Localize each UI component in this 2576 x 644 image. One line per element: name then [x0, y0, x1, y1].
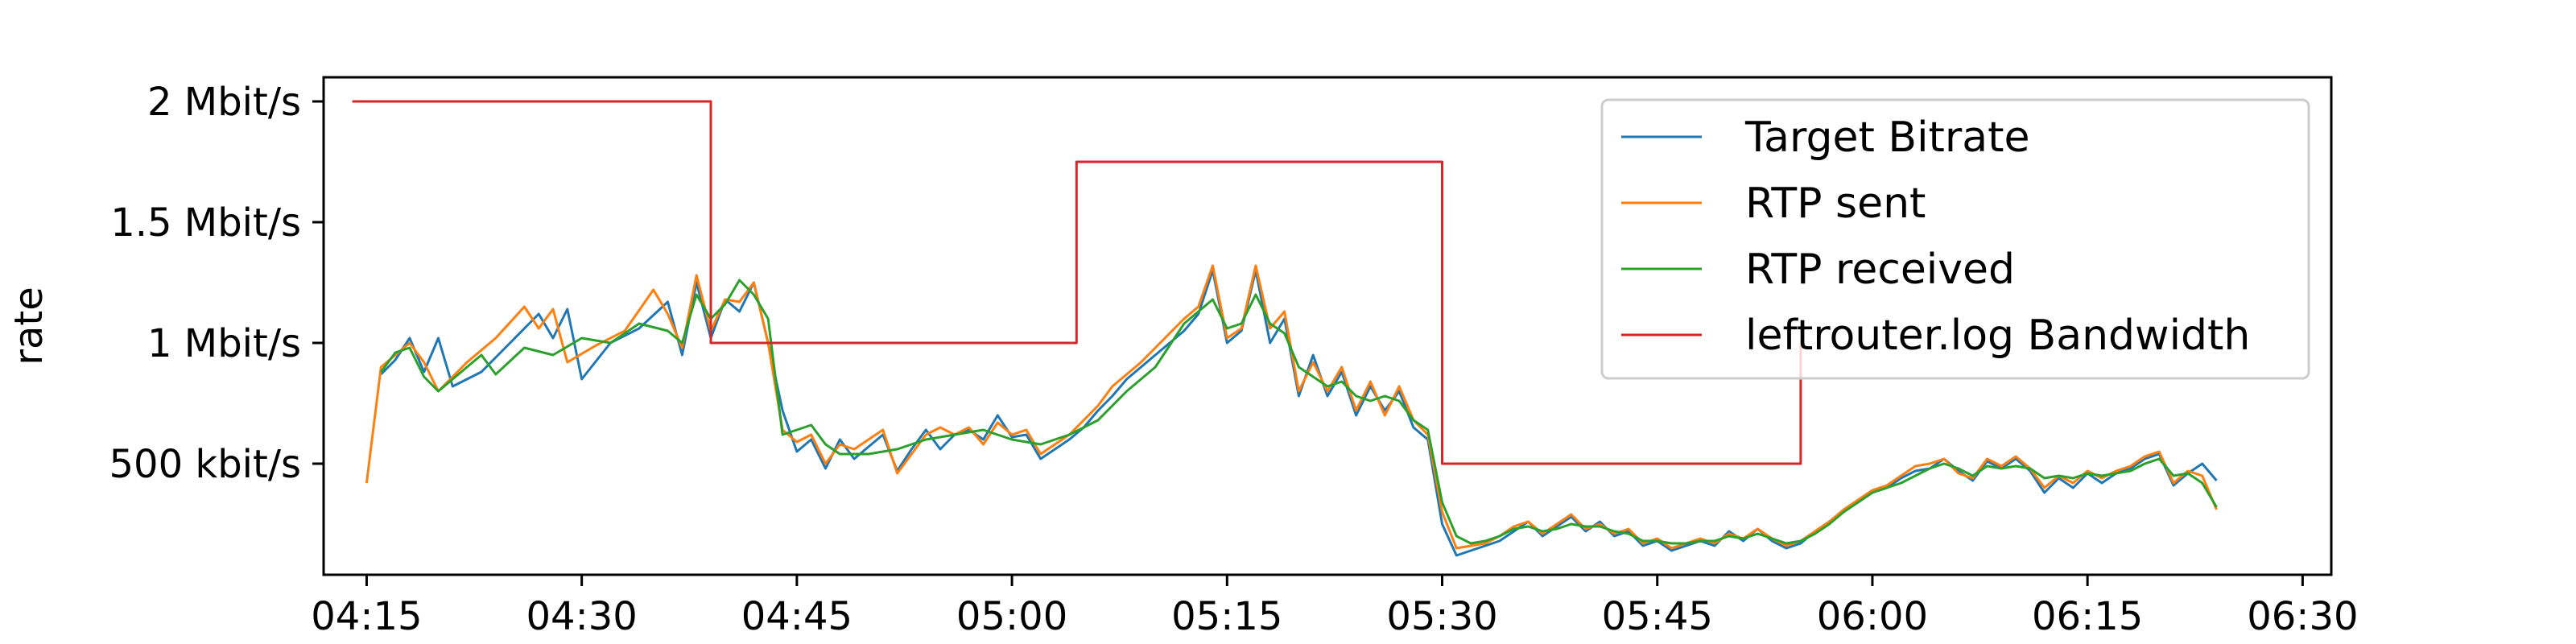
- x-tick-label: 04:30: [526, 594, 637, 639]
- x-axis: 04:15 04:30 04:45 05:00 05:15 05:30 05:45 06:00…: [311, 575, 2359, 639]
- x-tick-label: 05:45: [1602, 594, 1713, 639]
- x-tick-label: 06:30: [2247, 594, 2358, 639]
- legend-box: [1600, 98, 2310, 380]
- plot-frame: [322, 76, 2333, 576]
- series-line-2: [365, 264, 2218, 550]
- y-tick-label: 2 Mbit/s: [147, 80, 301, 125]
- y-tick-label: 1.5 Mbit/s: [110, 200, 301, 246]
- series-layer: [352, 100, 2218, 557]
- legend-label: RTP received: [1745, 246, 2015, 294]
- legend-label: Target Bitrate: [1744, 114, 2030, 162]
- x-tick-label: 05:30: [1386, 594, 1497, 639]
- x-tick-label: 05:15: [1171, 594, 1282, 639]
- y-tick-label: 500 kbit/s: [109, 442, 301, 487]
- x-tick-label: 04:45: [741, 594, 852, 639]
- legend-label: RTP sent: [1745, 180, 1926, 228]
- y-axis: 500 kbit/s 1 Mbit/s 1.5 Mbit/s 2 Mbit/s: [109, 80, 324, 487]
- legend: Target Bitrate RTP sent RTP received leftro…: [1600, 98, 2310, 380]
- series-line-3: [380, 279, 2218, 545]
- y-axis-label: rate: [6, 287, 52, 365]
- x-tick-label: 06:00: [1817, 594, 1928, 639]
- y-tick-label: 1 Mbit/s: [147, 321, 301, 366]
- x-tick-label: 05:00: [956, 594, 1067, 639]
- x-tick-label: 06:15: [2032, 594, 2143, 639]
- series-line-4: [352, 100, 1802, 465]
- x-tick-label: 04:15: [311, 594, 422, 639]
- legend-label: leftrouter.log Bandwidth: [1745, 312, 2250, 360]
